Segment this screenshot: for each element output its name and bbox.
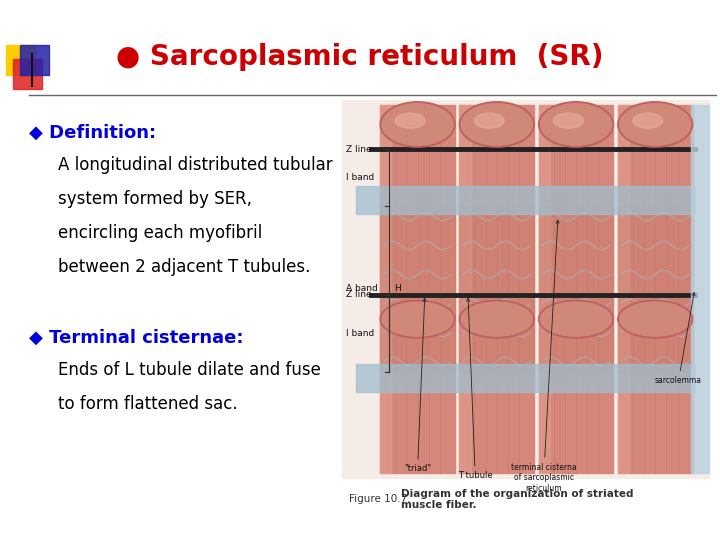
Text: I band: I band: [346, 329, 374, 338]
Ellipse shape: [382, 302, 453, 336]
Text: system formed by SER,: system formed by SER,: [58, 190, 251, 208]
Ellipse shape: [541, 104, 611, 145]
Ellipse shape: [462, 302, 532, 336]
Bar: [618, 105, 693, 472]
Ellipse shape: [474, 113, 504, 128]
Bar: [356, 363, 695, 392]
Bar: [380, 206, 455, 372]
Ellipse shape: [554, 113, 583, 128]
Bar: [459, 105, 471, 472]
Ellipse shape: [620, 302, 690, 336]
Ellipse shape: [462, 104, 532, 145]
Ellipse shape: [459, 102, 534, 147]
Bar: [539, 105, 550, 472]
Bar: [459, 206, 534, 372]
Text: ● Sarcoplasmic reticulum  (SR): ● Sarcoplasmic reticulum (SR): [116, 43, 604, 71]
Ellipse shape: [539, 102, 613, 147]
Bar: [342, 100, 709, 478]
Bar: [618, 105, 629, 472]
Bar: [13, 59, 42, 89]
Text: "triad": "triad": [404, 298, 431, 474]
Text: A band: A band: [346, 285, 377, 293]
Bar: [6, 45, 35, 75]
Text: Figure 10.7.: Figure 10.7.: [349, 495, 414, 504]
Text: to form flattened sac.: to form flattened sac.: [58, 395, 237, 413]
Bar: [618, 206, 693, 372]
Ellipse shape: [382, 104, 453, 145]
Text: H: H: [394, 285, 400, 293]
Ellipse shape: [618, 300, 693, 338]
Bar: [691, 105, 709, 472]
Bar: [20, 45, 49, 75]
Bar: [539, 206, 613, 372]
Ellipse shape: [620, 104, 690, 145]
Text: ◆ Terminal cisternae:: ◆ Terminal cisternae:: [29, 328, 243, 347]
Text: sarcolemma: sarcolemma: [655, 293, 702, 385]
Text: terminal cisterna
of sarcoplasmic
reticulum: terminal cisterna of sarcoplasmic reticu…: [510, 220, 577, 492]
Bar: [539, 105, 613, 472]
Ellipse shape: [380, 102, 455, 147]
Ellipse shape: [633, 113, 662, 128]
Bar: [356, 186, 695, 214]
Text: ◆ Definition:: ◆ Definition:: [29, 123, 156, 141]
Text: Ends of L tubule dilate and fuse: Ends of L tubule dilate and fuse: [58, 361, 320, 379]
Text: T tubule: T tubule: [458, 298, 492, 481]
Ellipse shape: [541, 302, 611, 336]
Ellipse shape: [380, 300, 455, 338]
Bar: [380, 105, 455, 472]
Text: A longitudinal distributed tubular: A longitudinal distributed tubular: [58, 156, 332, 174]
Ellipse shape: [459, 300, 534, 338]
Ellipse shape: [618, 102, 693, 147]
Bar: [380, 105, 392, 472]
Text: I band: I band: [346, 173, 374, 182]
Text: Diagram of the organization of striated
muscle fiber.: Diagram of the organization of striated …: [401, 489, 634, 510]
Ellipse shape: [395, 113, 425, 128]
Text: encircling each myofibril: encircling each myofibril: [58, 224, 262, 242]
Text: Z line: Z line: [346, 145, 372, 153]
Text: Z line: Z line: [346, 290, 372, 299]
Ellipse shape: [539, 300, 613, 338]
Bar: [459, 105, 534, 472]
Text: between 2 adjacent T tubules.: between 2 adjacent T tubules.: [58, 258, 310, 276]
